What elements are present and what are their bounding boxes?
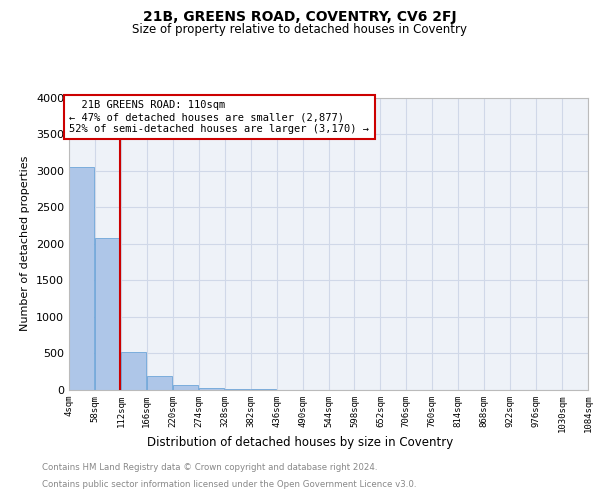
Bar — [95, 238, 121, 390]
Bar — [147, 376, 172, 390]
Text: 21B, GREENS ROAD, COVENTRY, CV6 2FJ: 21B, GREENS ROAD, COVENTRY, CV6 2FJ — [143, 10, 457, 24]
Text: 21B GREENS ROAD: 110sqm
← 47% of detached houses are smaller (2,877)
52% of semi: 21B GREENS ROAD: 110sqm ← 47% of detache… — [70, 100, 370, 134]
Text: Contains HM Land Registry data © Crown copyright and database right 2024.: Contains HM Land Registry data © Crown c… — [42, 464, 377, 472]
Bar — [121, 352, 146, 390]
Text: Distribution of detached houses by size in Coventry: Distribution of detached houses by size … — [147, 436, 453, 449]
Bar — [69, 167, 94, 390]
Text: Size of property relative to detached houses in Coventry: Size of property relative to detached ho… — [133, 22, 467, 36]
Y-axis label: Number of detached properties: Number of detached properties — [20, 156, 31, 332]
Bar — [199, 388, 224, 390]
Bar — [173, 385, 198, 390]
Bar — [225, 388, 250, 390]
Text: Contains public sector information licensed under the Open Government Licence v3: Contains public sector information licen… — [42, 480, 416, 489]
